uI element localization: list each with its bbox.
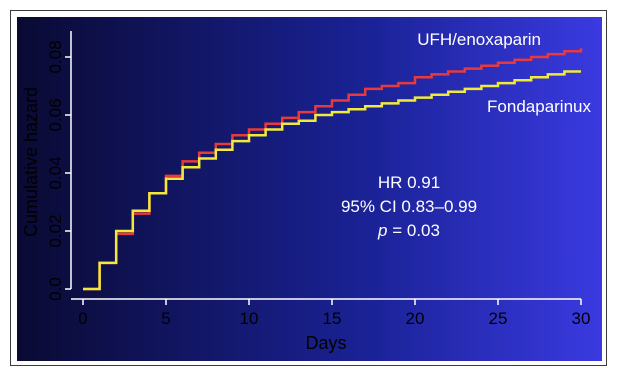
y-tick-label: 0.0 — [46, 277, 65, 301]
x-tick-label: 15 — [323, 309, 342, 328]
x-tick-label: 25 — [489, 309, 508, 328]
confidence-interval-text: 95% CI 0.83–0.99 — [341, 197, 477, 216]
x-tick-label: 20 — [406, 309, 425, 328]
y-axis-title: Cumulative hazard — [21, 87, 41, 237]
y-tick-label: 0.04 — [46, 156, 65, 189]
hazard-ratio-text: HR 0.91 — [378, 173, 440, 192]
p-value-symbol: p — [377, 221, 387, 240]
x-axis-ticks: 0 5 10 15 20 25 30 — [78, 299, 590, 328]
x-tick-label: 0 — [78, 309, 87, 328]
x-tick-label: 10 — [240, 309, 259, 328]
y-tick-label: 0.08 — [46, 40, 65, 73]
y-axis-ticks: 0.0 0.02 0.04 0.06 0.08 — [46, 40, 71, 301]
series-lines — [83, 48, 583, 291]
plot-area — [17, 17, 602, 361]
x-axis-title: Days — [305, 333, 346, 353]
x-tick-label: 30 — [572, 309, 591, 328]
series-line-fondaparinux — [83, 70, 581, 291]
y-tick-label: 0.02 — [46, 214, 65, 247]
series-label-fondaparinux: Fondaparinux — [487, 97, 591, 116]
chart-frame: 0.0 0.02 0.04 0.06 0.08 0 5 10 15 20 25 30 Cumulat… — [10, 10, 607, 366]
x-tick-label: 5 — [161, 309, 170, 328]
p-value-number: = 0.03 — [388, 221, 440, 240]
series-line-ufh-enoxaparin — [83, 48, 583, 291]
p-value-text: p = 0.03 — [377, 221, 440, 240]
kaplan-meier-chart: 0.0 0.02 0.04 0.06 0.08 0 5 10 15 20 25 30 Cumulat… — [17, 17, 602, 361]
series-label-ufh-enoxaparin: UFH/enoxaparin — [417, 30, 541, 49]
y-tick-label: 0.06 — [46, 98, 65, 131]
